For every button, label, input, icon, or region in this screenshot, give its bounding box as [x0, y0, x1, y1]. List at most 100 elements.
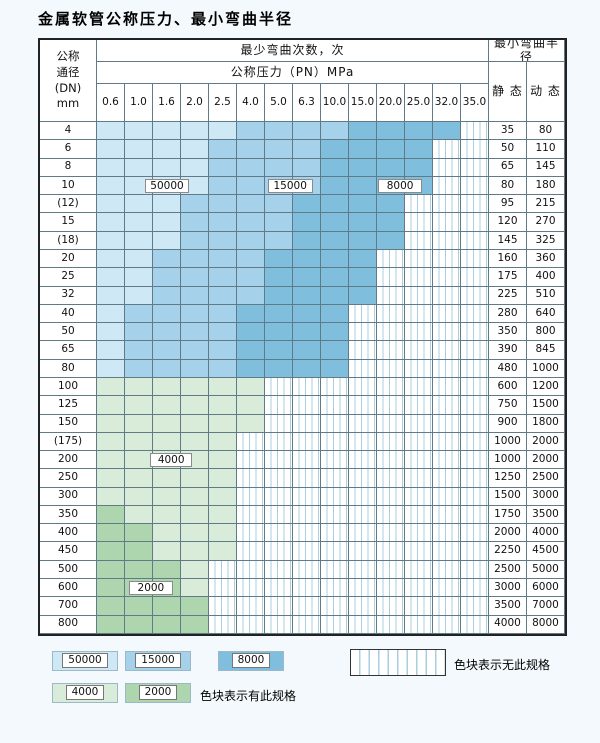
grid-cell	[181, 469, 209, 488]
dn-cell: (175)	[40, 432, 97, 452]
static-value: 65	[489, 158, 527, 177]
grid-cell	[405, 524, 433, 543]
dn-cell: 450	[40, 542, 97, 561]
grid-cell	[181, 359, 209, 378]
grid-cell	[349, 377, 377, 397]
legend-item-15000: 15000	[125, 650, 191, 671]
grid-cell	[209, 414, 237, 433]
grid-cell	[209, 122, 237, 141]
grid-cell	[433, 524, 461, 543]
dynamic-value: 1800	[527, 414, 565, 433]
dynamic-value: 325	[527, 231, 565, 250]
grid-cell	[321, 414, 349, 433]
grid-cell	[433, 359, 461, 378]
grid-cell	[405, 231, 433, 250]
grid-cell	[209, 304, 237, 324]
grid-cell	[265, 432, 293, 452]
grid-cell	[293, 505, 321, 525]
grid-cell	[153, 542, 181, 561]
grid-cell	[237, 524, 265, 543]
grid-cell	[125, 414, 153, 433]
dn-cell: 100	[40, 377, 97, 397]
grid-cell	[209, 524, 237, 543]
dn-cell: 4	[40, 122, 97, 141]
legend-item-4000: 4000	[52, 682, 118, 703]
grid-cell	[237, 268, 265, 287]
grid-cell	[405, 304, 433, 324]
grid-cell	[377, 579, 405, 598]
grid-cell	[377, 158, 405, 177]
grid-cell	[237, 579, 265, 598]
grid-cell	[293, 451, 321, 470]
dynamic-value: 110	[527, 140, 565, 159]
grid-cell	[153, 286, 181, 305]
grid-cell	[433, 542, 461, 561]
grid-cell	[237, 176, 265, 196]
grid-cell	[125, 323, 153, 342]
grid-cell	[237, 359, 265, 378]
grid-cell	[265, 597, 293, 616]
grid-cell	[181, 231, 209, 250]
grid-cell	[433, 140, 461, 159]
grid-cell	[97, 377, 125, 397]
grid-cell	[461, 597, 489, 616]
grid-cell	[265, 231, 293, 250]
legend-item-label: 4000	[65, 685, 105, 701]
grid-cell	[405, 286, 433, 305]
grid-cell	[181, 487, 209, 506]
grid-cell	[349, 195, 377, 214]
grid-cell	[377, 615, 405, 634]
grid-cell	[405, 505, 433, 525]
dynamic-value: 3500	[527, 505, 565, 525]
legend-item-label: 8000	[231, 653, 271, 669]
grid-cell	[349, 579, 377, 598]
grid-cell	[97, 158, 125, 177]
pressure-value: 1.0	[125, 84, 153, 122]
grid-cell	[461, 359, 489, 378]
grid-cell	[321, 432, 349, 452]
grid-cell	[349, 505, 377, 525]
grid-cell	[433, 304, 461, 324]
grid-cell	[321, 542, 349, 561]
grid-cell	[377, 249, 405, 269]
pressure-value: 35.0	[461, 84, 489, 122]
grid-cell	[433, 176, 461, 196]
grid-cell	[433, 341, 461, 360]
grid-cell	[293, 542, 321, 561]
grid-cell	[293, 414, 321, 433]
dynamic-value: 270	[527, 213, 565, 232]
grid-cell	[293, 341, 321, 360]
grid-cell	[97, 487, 125, 506]
grid-cell	[377, 505, 405, 525]
grid-cell	[237, 615, 265, 634]
grid-cell	[321, 560, 349, 580]
grid-cell	[209, 542, 237, 561]
static-value: 3500	[489, 597, 527, 616]
grid-cell	[97, 579, 125, 598]
grid-cell	[377, 469, 405, 488]
grid-cell	[461, 176, 489, 196]
dynamic-value: 360	[527, 249, 565, 269]
grid-cell	[125, 140, 153, 159]
grid-cell	[265, 396, 293, 415]
grid-cell	[209, 615, 237, 634]
grid-cell	[405, 597, 433, 616]
grid-cell	[97, 432, 125, 452]
grid-cell	[321, 176, 349, 196]
grid-cell	[405, 451, 433, 470]
grid-cell	[461, 432, 489, 452]
grid-cell	[181, 377, 209, 397]
grid-cell	[153, 469, 181, 488]
dynamic-value: 4000	[527, 524, 565, 543]
grid-cell	[153, 396, 181, 415]
grid-cell	[405, 396, 433, 415]
pressure-header: 公称压力（PN）MPa	[97, 62, 489, 84]
static-value: 390	[489, 341, 527, 360]
static-value: 480	[489, 359, 527, 378]
grid-cell	[405, 469, 433, 488]
grid-cell	[321, 249, 349, 269]
grid-cell	[125, 377, 153, 397]
grid-cell	[461, 377, 489, 397]
grid-cell	[181, 524, 209, 543]
grid-cell	[349, 213, 377, 232]
